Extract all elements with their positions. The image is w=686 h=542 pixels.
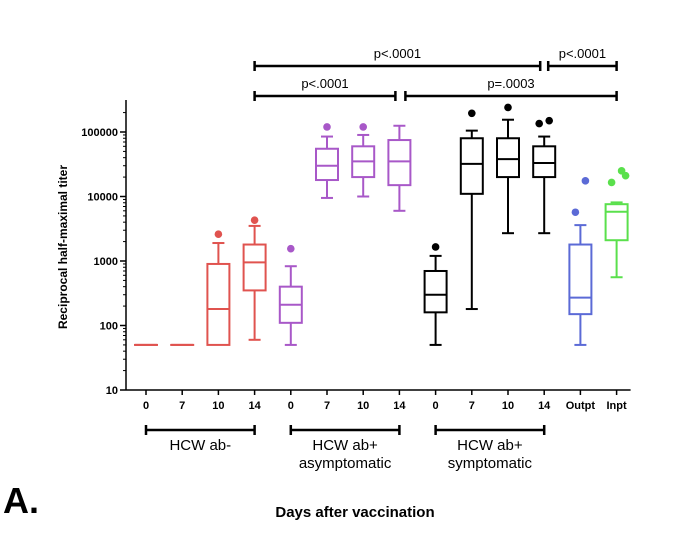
box-10 [496, 103, 520, 235]
outlier-point [535, 119, 543, 128]
box-3 [242, 216, 267, 341]
outlier-point [359, 123, 368, 131]
outlier-point [250, 216, 259, 224]
box-plots [134, 103, 630, 346]
x-tick-label: 14 [248, 400, 261, 412]
significance-label: p<.0001 [559, 46, 606, 61]
x-tick-label: 10 [502, 400, 514, 412]
x-tick-label: 14 [538, 400, 551, 412]
outlier-point [214, 230, 223, 239]
x-tick-label: 0 [433, 400, 439, 412]
y-tick-label: 10000 [87, 192, 118, 204]
box-iqr [568, 243, 593, 316]
box-8 [423, 243, 448, 346]
y-tick-label: 100 [100, 321, 118, 333]
outlier-point [504, 103, 512, 112]
x-tick-label: 14 [393, 400, 406, 412]
y-tick-label: 100000 [81, 127, 118, 139]
box-iqr [604, 203, 629, 242]
x-tick-label: 0 [143, 400, 149, 412]
y-axis-label: Reciprocal half-maximal titer [56, 165, 70, 329]
box-12 [568, 177, 593, 346]
significance-bracket: p<.0001 [253, 46, 542, 71]
box-iqr [387, 139, 412, 187]
x-tick-label: 7 [469, 400, 475, 412]
outlier-point [545, 116, 553, 125]
x-tick-label: 7 [324, 400, 330, 412]
x-tick-label: 7 [179, 400, 185, 412]
box-iqr [423, 269, 448, 314]
significance-label: p<.0001 [374, 46, 421, 61]
box-iqr [532, 145, 557, 179]
group-label: HCW ab+ [457, 437, 523, 454]
panel-label: A. [3, 480, 39, 521]
outlier-point [621, 171, 630, 180]
significance-label: p=.0003 [487, 76, 534, 91]
x-tick-label: Inpt [607, 400, 627, 412]
outlier-point [468, 109, 476, 118]
outlier-point [287, 244, 295, 253]
outlier-point [323, 123, 331, 131]
significance-brackets: p<.0001 p<.0001 p<.0001 p=.0003 [253, 46, 618, 101]
group-label: asymptomatic [299, 455, 392, 472]
box-7 [387, 124, 412, 212]
group-bracket: HCW ab- [144, 425, 256, 454]
x-axis-label: Days after vaccination [275, 504, 434, 521]
box-11 [532, 116, 557, 235]
x-tick-label: 10 [212, 400, 224, 412]
box-iqr [206, 262, 231, 346]
significance-label: p<.0001 [301, 76, 348, 91]
box-iqr [459, 137, 484, 195]
box-iqr [315, 147, 339, 182]
box-13 [604, 167, 630, 279]
group-label: symptomatic [448, 455, 533, 472]
outlier-point [607, 178, 616, 187]
box-9 [459, 109, 484, 311]
y-tick-label: 10 [106, 385, 118, 397]
outlier-point [431, 243, 440, 251]
x-axis: 0 7 10 14 0 7 10 14 0 7 10 14 Outpt Inpt [126, 389, 631, 412]
group-label: HCW ab- [169, 437, 231, 454]
x-tick-label: 10 [357, 400, 369, 412]
box-iqr [242, 243, 267, 292]
group-bracket: HCW ab+symptomatic [434, 425, 546, 472]
group-bracket: HCW ab+asymptomatic [289, 425, 401, 472]
box-4 [278, 244, 303, 346]
significance-bracket: p=.0003 [404, 76, 618, 101]
box-6 [351, 123, 376, 198]
x-tick-label: 0 [288, 400, 294, 412]
significance-bracket: p<.0001 [546, 46, 618, 71]
box-5 [315, 123, 339, 199]
outlier-point [581, 177, 590, 185]
group-label: HCW ab+ [312, 437, 378, 454]
box-2 [206, 230, 231, 346]
outlier-point [571, 208, 580, 217]
y-tick-label: 1000 [94, 256, 118, 268]
y-axis: 10 100 1000 10000 100000 [81, 100, 127, 397]
x-tick-label: Outpt [566, 400, 596, 412]
significance-bracket: p<.0001 [253, 76, 397, 101]
box-iqr [496, 137, 520, 179]
